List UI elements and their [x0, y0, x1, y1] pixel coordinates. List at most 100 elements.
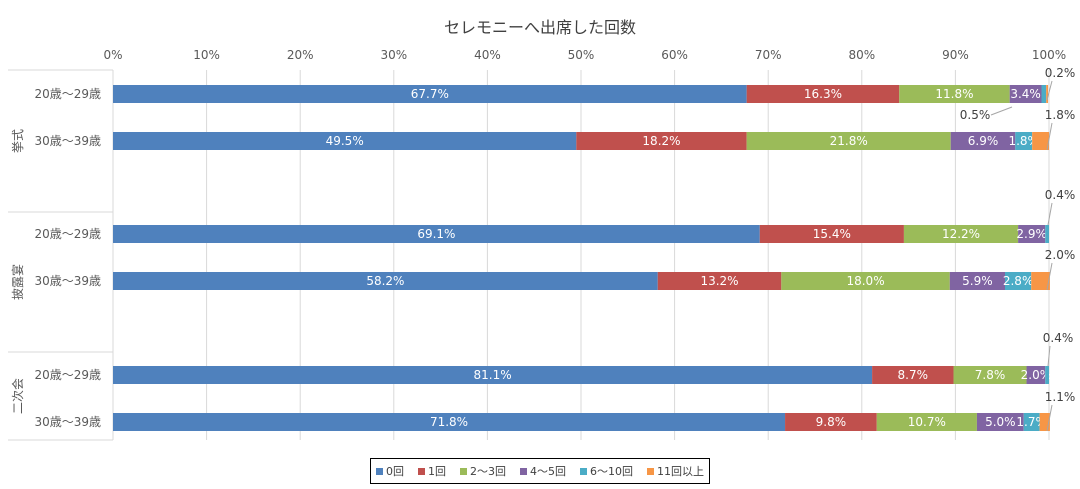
data-label: 5.0%: [985, 415, 1016, 429]
group-label: 二次会: [11, 378, 25, 414]
bar-segment: [1031, 272, 1050, 290]
data-label: 15.4%: [813, 227, 851, 241]
data-label: 0.5%: [960, 108, 991, 122]
bar-segment: [113, 132, 577, 150]
x-tick-label: 100%: [1032, 48, 1066, 62]
legend-swatch: [460, 467, 467, 475]
data-label: 1.7%: [1016, 415, 1047, 429]
bar-segment: [1023, 413, 1040, 431]
legend-item: 4～5回: [520, 463, 566, 479]
bar-segment: [1045, 366, 1049, 384]
legend-item: 6～10回: [580, 463, 633, 479]
leader-line: [1046, 122, 1053, 151]
data-label: 21.8%: [830, 134, 868, 148]
bar-segment: [872, 366, 954, 384]
bar-segment: [1026, 366, 1046, 384]
category-label: 20歳～29歳: [34, 227, 101, 241]
bar-segment: [746, 132, 951, 150]
bar-segment: [953, 366, 1027, 384]
x-tick-label: 0%: [103, 48, 122, 62]
bar-segment: [657, 272, 782, 290]
category-label: 30歳～39歳: [34, 274, 101, 288]
bar-segment: [876, 413, 977, 431]
data-label: 69.1%: [417, 227, 455, 241]
legend-swatch: [647, 467, 654, 475]
bar-segment: [1045, 225, 1049, 243]
legend-label: 11回以上: [657, 465, 704, 478]
data-label: 18.2%: [642, 134, 680, 148]
bar-segment: [746, 85, 900, 103]
bar-segment: [576, 132, 747, 150]
x-tick-label: 60%: [661, 48, 688, 62]
x-tick-label: 50%: [568, 48, 595, 62]
legend-label: 4～5回: [530, 465, 566, 478]
data-label: 58.2%: [366, 274, 404, 288]
bar-segment: [1018, 225, 1046, 243]
bar-segment: [1005, 272, 1032, 290]
chart-title: セレモニーへ出席した回数: [443, 18, 636, 37]
bar-segment: [1009, 85, 1042, 103]
data-label: 1.8%: [1045, 108, 1076, 122]
category-label: 30歳～39歳: [34, 415, 101, 429]
data-label: 0.4%: [1045, 188, 1076, 202]
leader-line: [1046, 404, 1053, 432]
data-label: 6.9%: [968, 134, 999, 148]
bar-segment: [113, 413, 786, 431]
bar-segment: [1046, 85, 1049, 103]
data-label: 5.9%: [962, 274, 993, 288]
bar-segment: [1039, 413, 1050, 431]
legend-item: 0回: [376, 463, 404, 479]
x-tick-label: 40%: [474, 48, 501, 62]
legend-item: 1回: [418, 463, 446, 479]
data-label: 49.5%: [326, 134, 364, 148]
data-label: 13.2%: [700, 274, 738, 288]
data-label: 16.3%: [804, 87, 842, 101]
bar-segment: [759, 225, 904, 243]
legend-label: 0回: [386, 465, 404, 478]
bar-segment: [949, 272, 1006, 290]
legend-swatch: [520, 467, 527, 475]
x-tick-label: 30%: [380, 48, 407, 62]
data-label: 0.4%: [1043, 331, 1074, 345]
legend-item: 2～3回: [460, 463, 506, 479]
bar-segment: [113, 85, 747, 103]
group-label: 披露宴: [10, 264, 25, 300]
bar-segment: [899, 85, 1010, 103]
data-label: 2.0%: [1045, 248, 1076, 262]
data-label: 0.2%: [1045, 66, 1076, 80]
bar-segment: [113, 225, 760, 243]
x-tick-label: 90%: [942, 48, 969, 62]
legend-swatch: [580, 467, 587, 475]
data-label: 67.7%: [411, 87, 449, 101]
bar-segment: [113, 366, 873, 384]
data-label: 7.8%: [975, 368, 1006, 382]
leader-line: [1046, 262, 1053, 291]
leader-line: [990, 106, 1013, 116]
legend-label: 2～3回: [470, 465, 506, 478]
x-tick-label: 10%: [193, 48, 220, 62]
bar-segment: [1032, 132, 1049, 150]
data-label: 1.8%: [1008, 134, 1039, 148]
legend-swatch: [376, 467, 383, 475]
legend-item: 11回以上: [647, 463, 704, 479]
data-label: 10.7%: [908, 415, 946, 429]
category-label: 20歳～29歳: [34, 87, 101, 101]
data-label: 9.8%: [816, 415, 847, 429]
bar-segment: [781, 272, 950, 290]
category-label: 20歳～29歳: [34, 368, 101, 382]
legend: 0回 1回 2～3回 4～5回 6～10回 11回以上: [370, 458, 710, 484]
bar-segment: [976, 413, 1024, 431]
legend-swatch: [418, 467, 425, 475]
data-label: 81.1%: [473, 368, 511, 382]
bar-segment: [950, 132, 1016, 150]
x-tick-label: 70%: [755, 48, 782, 62]
x-tick-label: 80%: [848, 48, 875, 62]
x-tick-label: 20%: [287, 48, 314, 62]
data-label: 2.9%: [1016, 227, 1047, 241]
bar-segment: [903, 225, 1019, 243]
leader-line: [1047, 202, 1053, 226]
legend-label: 1回: [428, 465, 446, 478]
leader-line: [1047, 345, 1051, 367]
